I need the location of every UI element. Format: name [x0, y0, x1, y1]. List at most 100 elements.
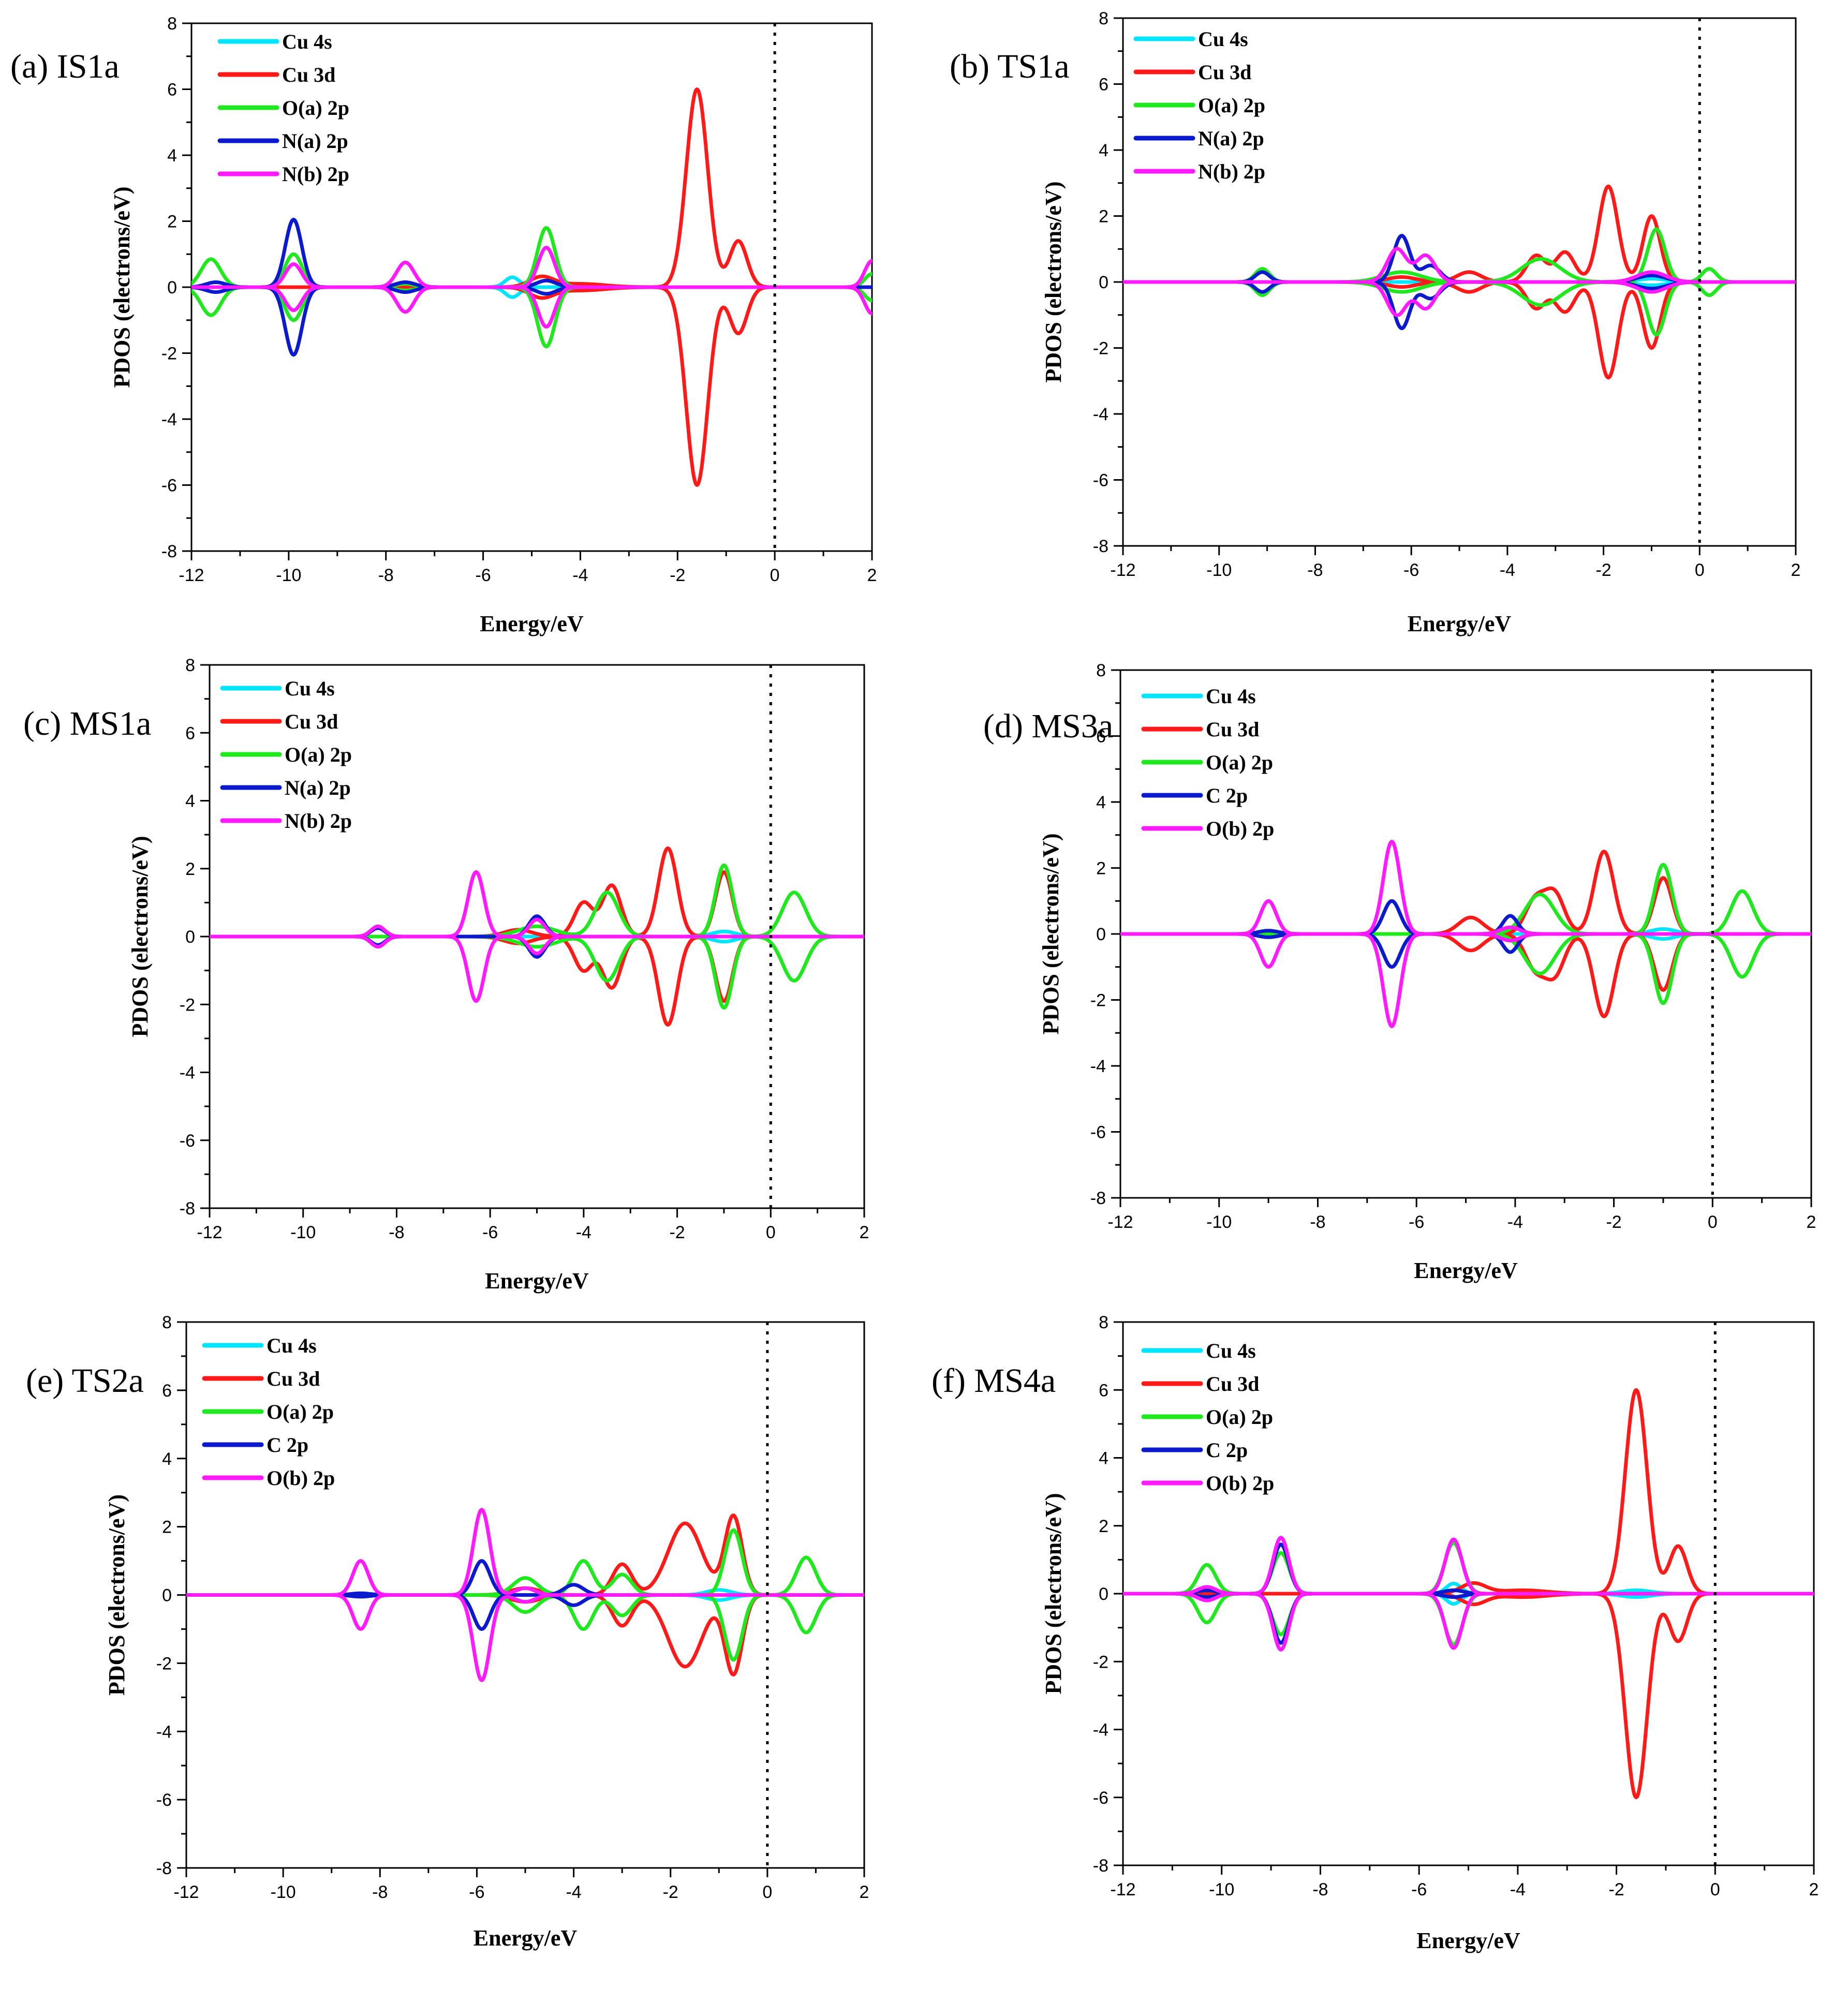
legend-entry: Cu 3d	[1198, 61, 1251, 84]
y-tick-label: -8	[180, 1199, 195, 1219]
y-tick-label: -2	[1093, 339, 1108, 359]
x-tick-label: 0	[770, 566, 780, 585]
x-tick-label: -10	[1206, 560, 1232, 580]
y-tick-label: 6	[1096, 727, 1106, 747]
panel-label: (e) TS2a	[26, 1362, 144, 1400]
curves	[210, 846, 864, 1027]
curves	[191, 87, 872, 487]
legend-entry: Cu 4s	[285, 677, 335, 700]
x-tick-label: -8	[1312, 1880, 1328, 1899]
y-tick-label: -8	[161, 542, 177, 561]
legend-entry: Cu 3d	[282, 63, 335, 86]
y-tick-label: 6	[1099, 75, 1108, 95]
legend-entry: O(b) 2p	[1206, 1472, 1274, 1495]
y-tick-label: 2	[162, 1518, 172, 1537]
y-tick-label: 2	[167, 212, 177, 232]
x-tick-label: -6	[475, 566, 491, 585]
y-tick-label: -2	[180, 995, 195, 1015]
y-axis-title: PDOS (electrons/eV)	[1041, 1493, 1066, 1695]
series-o-a-2p-down	[1120, 932, 1811, 1005]
legend-entry: C 2p	[267, 1433, 308, 1457]
legend-entry: O(a) 2p	[267, 1400, 334, 1423]
y-tick-label: -6	[180, 1131, 195, 1151]
x-tick-label: -10	[1209, 1880, 1234, 1899]
legend-entry: O(a) 2p	[1206, 751, 1273, 774]
y-tick-label: -4	[1093, 405, 1108, 424]
y-tick-label: 8	[1099, 9, 1108, 28]
y-tick-label: -2	[1090, 991, 1106, 1011]
x-tick-label: -8	[1310, 1212, 1325, 1232]
series-cu-3d-down	[1123, 1592, 1814, 1800]
legend-entry: C 2p	[1206, 1438, 1248, 1462]
x-axis-title: Energy/eV	[1408, 611, 1512, 636]
y-tick-label: -6	[1090, 1123, 1106, 1142]
y-axis-title: PDOS (electrons/eV)	[1041, 182, 1066, 383]
y-tick-label: 6	[185, 723, 195, 743]
pdos-panel-1: -12 -10 -8 -6 -4 -2 0 2 -8 -6 -4 -2 0 2 4 6 8 Energy/eV PD…	[950, 9, 1800, 636]
series-cu-3d-down	[1123, 280, 1796, 380]
y-tick-label: 4	[185, 792, 195, 811]
y-tick-label: -2	[1093, 1652, 1108, 1672]
legend-entry: Cu 3d	[1206, 1372, 1259, 1396]
series-o-a-2p-up	[1120, 863, 1811, 936]
curves	[1123, 184, 1796, 380]
panel-label: (f) MS4a	[932, 1362, 1056, 1400]
x-tick-label: 0	[766, 1223, 776, 1242]
x-tick-label: 2	[1791, 560, 1801, 580]
legend-entry: Cu 4s	[282, 30, 332, 53]
x-tick-label: 2	[1809, 1880, 1819, 1899]
y-tick-label: -2	[161, 344, 177, 364]
y-tick-label: -6	[1093, 1788, 1108, 1808]
x-tick-label: -10	[276, 566, 301, 585]
y-axis-title: PDOS (electrons/eV)	[104, 1494, 129, 1696]
series-cu-3d-up	[186, 1513, 864, 1597]
series-cu-3d-up	[1120, 850, 1811, 936]
series-cu-3d-up	[1123, 184, 1796, 284]
y-tick-label: 4	[167, 146, 177, 166]
x-tick-label: -12	[1110, 1880, 1135, 1899]
curves	[186, 1508, 864, 1682]
x-tick-label: 0	[1710, 1880, 1720, 1899]
x-tick-label: -12	[173, 1882, 199, 1902]
x-tick-label: -12	[179, 566, 204, 585]
series-n-b-2p-up	[1123, 247, 1796, 284]
x-tick-label: -6	[482, 1223, 498, 1242]
y-tick-label: 0	[1099, 273, 1108, 292]
series-o-a-2p-up	[210, 863, 864, 939]
y-tick-label: 6	[167, 80, 177, 100]
series-o-a-2p-up	[186, 1528, 864, 1597]
legend-entry: N(b) 2p	[285, 809, 352, 833]
y-tick-label: 8	[1099, 1313, 1108, 1332]
y-axis-title: PDOS (electrons/eV)	[127, 836, 153, 1037]
legend-entry: O(a) 2p	[1198, 94, 1265, 117]
y-tick-label: -8	[156, 1859, 172, 1878]
x-tick-label: -2	[1608, 1880, 1624, 1899]
x-tick-label: -6	[1411, 1880, 1427, 1899]
pdos-panel-5: -12 -10 -8 -6 -4 -2 0 2 -8 -6 -4 -2 0 2 4 6 8 Energy/eV PD…	[932, 1313, 1819, 1953]
series-o-a-2p-down	[210, 934, 864, 1010]
y-tick-label: -4	[1090, 1057, 1106, 1076]
legend-entry: N(a) 2p	[285, 776, 351, 799]
series-n-b-2p-down	[191, 285, 872, 329]
y-tick-label: 4	[1099, 1449, 1108, 1468]
y-tick-label: 4	[1096, 793, 1106, 812]
y-tick-label: 2	[1099, 207, 1108, 227]
x-tick-label: -10	[1206, 1212, 1232, 1232]
y-axis-title: PDOS (electrons/eV)	[109, 187, 135, 388]
y-tick-label: 0	[1096, 925, 1106, 944]
panel-label: (c) MS1a	[23, 705, 151, 743]
x-tick-label: -8	[378, 566, 394, 585]
x-tick-label: -12	[1110, 560, 1135, 580]
legend-entry: O(b) 2p	[267, 1466, 335, 1490]
series-n-b-2p-down	[1123, 280, 1796, 317]
y-tick-label: -8	[1093, 1856, 1108, 1876]
x-axis-title: Energy/eV	[1414, 1258, 1518, 1283]
y-tick-label: -4	[161, 410, 177, 429]
panel-label: (a) IS1a	[10, 48, 120, 85]
x-axis-title: Energy/eV	[1416, 1928, 1520, 1953]
y-tick-label: 8	[1096, 661, 1106, 680]
panel-label: (b) TS1a	[950, 48, 1070, 85]
legend-entry: C 2p	[1206, 784, 1248, 807]
x-tick-label: -2	[669, 1223, 685, 1242]
